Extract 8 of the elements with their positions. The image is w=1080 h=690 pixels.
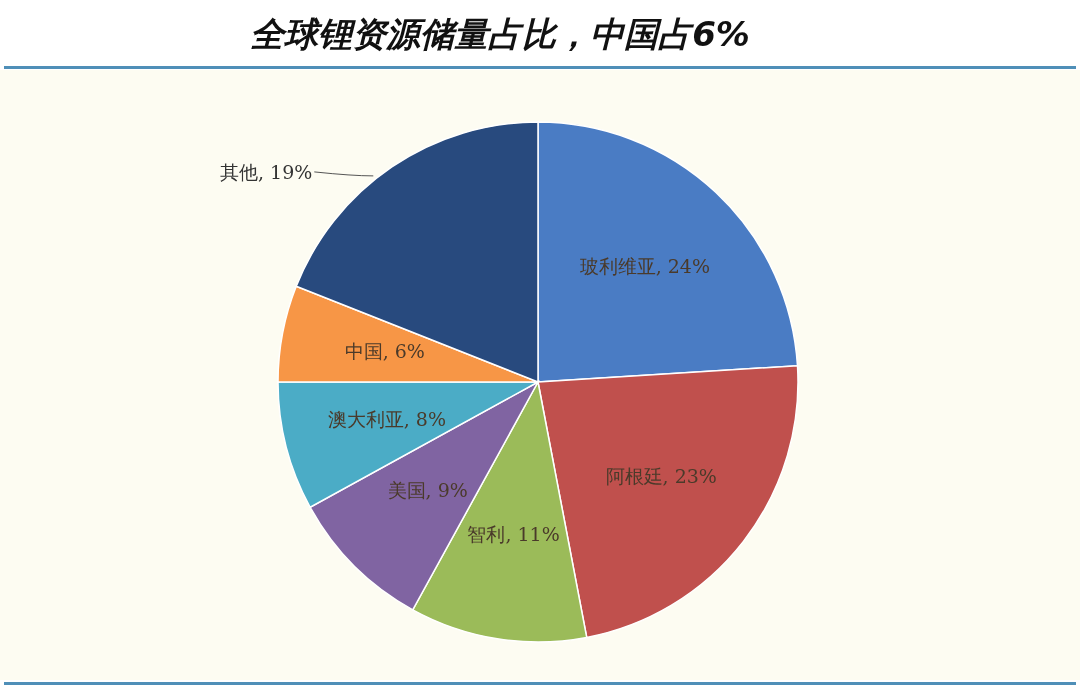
slice-label: 阿根廷, 23%: [605, 464, 717, 487]
slice-label: 其他, 19%: [219, 160, 313, 183]
slice-label: 智利, 11%: [467, 523, 560, 546]
slice-label: 澳大利亚, 8%: [327, 407, 447, 430]
chart-title: 全球锂资源储量占比，中国占6%: [250, 14, 750, 54]
slice-label: 中国, 6%: [344, 339, 425, 362]
slice-label: 玻利维亚, 24%: [579, 255, 710, 278]
slice-label: 美国, 9%: [387, 479, 468, 502]
